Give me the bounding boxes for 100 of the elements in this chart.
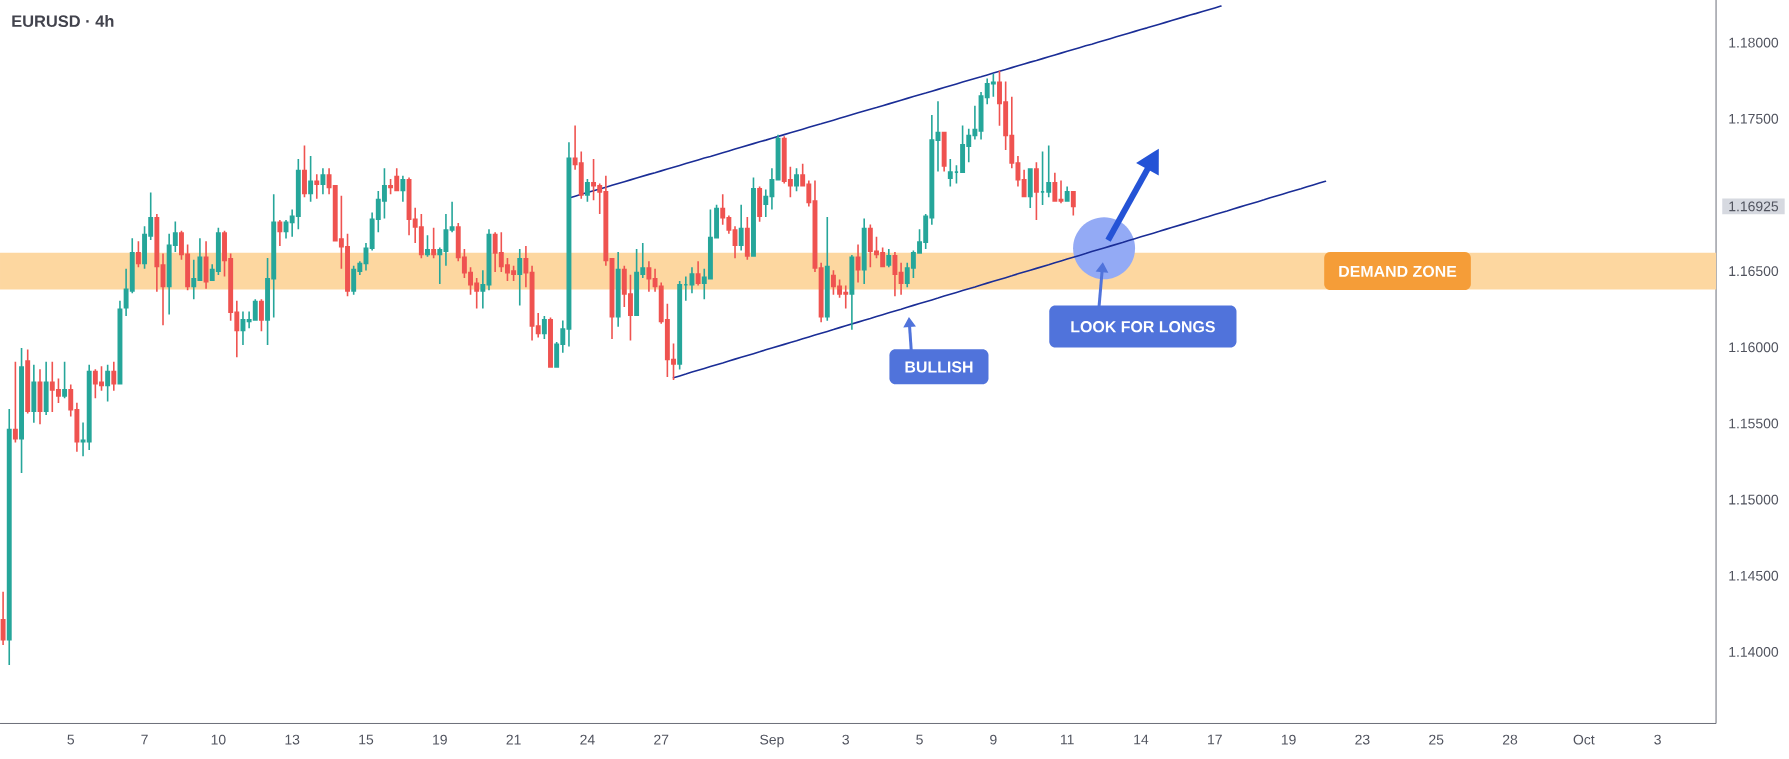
candlestick: [615, 252, 621, 327]
candlestick: [425, 235, 430, 257]
candlestick: [732, 226, 738, 259]
x-tick-label: 10: [211, 734, 226, 745]
x-tick-label: 11: [1060, 734, 1074, 745]
candlestick: [25, 349, 31, 414]
x-tick-label: 15: [359, 734, 374, 745]
candlestick: [646, 261, 652, 292]
candlestick: [1027, 168, 1033, 208]
x-tick-label: Sep: [760, 734, 784, 748]
candlestick: [683, 276, 689, 301]
x-tick-label: 5: [67, 734, 75, 745]
x-tick-label: 23: [1355, 734, 1370, 745]
candlestick: [523, 245, 529, 288]
candlestick: [824, 217, 830, 321]
candlestick: [849, 255, 855, 330]
candlestick: [757, 186, 763, 222]
candlestick: [541, 316, 547, 339]
candlestick: [19, 347, 24, 473]
candlestick: [1058, 180, 1064, 204]
x-tick-label: 24: [580, 734, 595, 745]
candlestick: [308, 156, 314, 202]
x-tick-label: 5: [916, 734, 923, 745]
x-tick-label: 3: [842, 734, 849, 745]
x-tick-label: 19: [433, 734, 447, 745]
annotation: BULLISH: [905, 361, 973, 373]
y-tick-label: 1.15500: [1729, 418, 1779, 429]
candlestick: [738, 204, 744, 251]
y-tick-label: 1.18000: [1729, 37, 1779, 48]
candlestick: [794, 168, 799, 192]
candlestick: [154, 213, 160, 292]
annotation: LOOK FOR LONGS: [1071, 321, 1215, 333]
candlestick: [751, 177, 756, 257]
candlestick: [1052, 172, 1058, 202]
text: EURUSD · 4h: [12, 14, 114, 28]
candlestick: [258, 299, 264, 332]
candlestick: [1033, 162, 1039, 221]
candlestick: [37, 369, 43, 425]
candlestick: [689, 267, 695, 294]
text: 1.16925: [1729, 201, 1779, 212]
x-tick-label: 3: [1654, 734, 1661, 745]
candlestick: [314, 174, 320, 199]
candlestick: [1046, 145, 1052, 198]
candlestick: [1021, 169, 1027, 198]
candlestick: [320, 168, 326, 195]
candlestick: [1040, 151, 1046, 205]
x-tick-label: 28: [1502, 734, 1518, 745]
x-tick-label: 25: [1429, 734, 1444, 745]
candlestick: [953, 165, 959, 184]
candlestick: [6, 408, 12, 665]
candlestick: [431, 227, 437, 259]
candlestick: [449, 201, 455, 233]
candlestick: [892, 252, 898, 297]
x-tick-label: 19: [1281, 734, 1296, 745]
candlestick: [43, 361, 49, 416]
candlestick: [31, 364, 37, 423]
candlestick: [935, 101, 941, 172]
candlestick: [584, 178, 590, 202]
candlestick: [941, 131, 947, 172]
candlestick: [117, 300, 123, 385]
candlestick: [775, 134, 781, 181]
candlestick: [855, 244, 861, 283]
candlestick: [517, 248, 523, 306]
candlestick: [135, 241, 141, 268]
candlestick: [886, 248, 892, 268]
candlestick: [105, 364, 111, 402]
x-tick-label: 13: [285, 734, 300, 745]
candlestick: [744, 217, 750, 260]
y-tick-label: 1.14500: [1729, 570, 1779, 581]
candlestick: [160, 253, 166, 326]
x-tick-label: 9: [990, 734, 997, 745]
candlestick: [0, 591, 6, 646]
x-tick-label: 14: [1134, 734, 1149, 745]
y-tick-label: 1.14000: [1729, 646, 1779, 657]
candlestick: [62, 361, 68, 399]
y-tick-label: 1.16500: [1729, 266, 1779, 277]
candlestick: [12, 361, 18, 443]
y-tick-label: 1.16000: [1729, 342, 1779, 353]
candlestick: [818, 262, 824, 323]
candlestick: [203, 241, 209, 289]
x-tick-label: 7: [141, 734, 148, 745]
candlestick: [898, 262, 904, 295]
candlestick: [302, 145, 307, 198]
annotation: DEMAND ZONE: [1339, 265, 1457, 278]
y-tick-label: 1.15000: [1729, 494, 1779, 505]
candlestick: [240, 311, 246, 346]
candlestick: [947, 159, 953, 187]
candlestick: [695, 261, 701, 286]
candlestick: [111, 361, 117, 391]
x-tick-label: 27: [654, 734, 669, 745]
candlestick: [400, 175, 406, 202]
x-tick-label: 21: [506, 734, 521, 745]
x-tick-label: Oct: [1573, 734, 1595, 745]
candlestick: [480, 270, 486, 309]
x-tick-label: 17: [1208, 734, 1222, 745]
candlestick: [1070, 191, 1076, 216]
y-tick-label: 1.17500: [1729, 113, 1779, 124]
candlestick: [861, 218, 867, 285]
candlestick: [1064, 186, 1070, 202]
candlestick: [277, 220, 283, 247]
